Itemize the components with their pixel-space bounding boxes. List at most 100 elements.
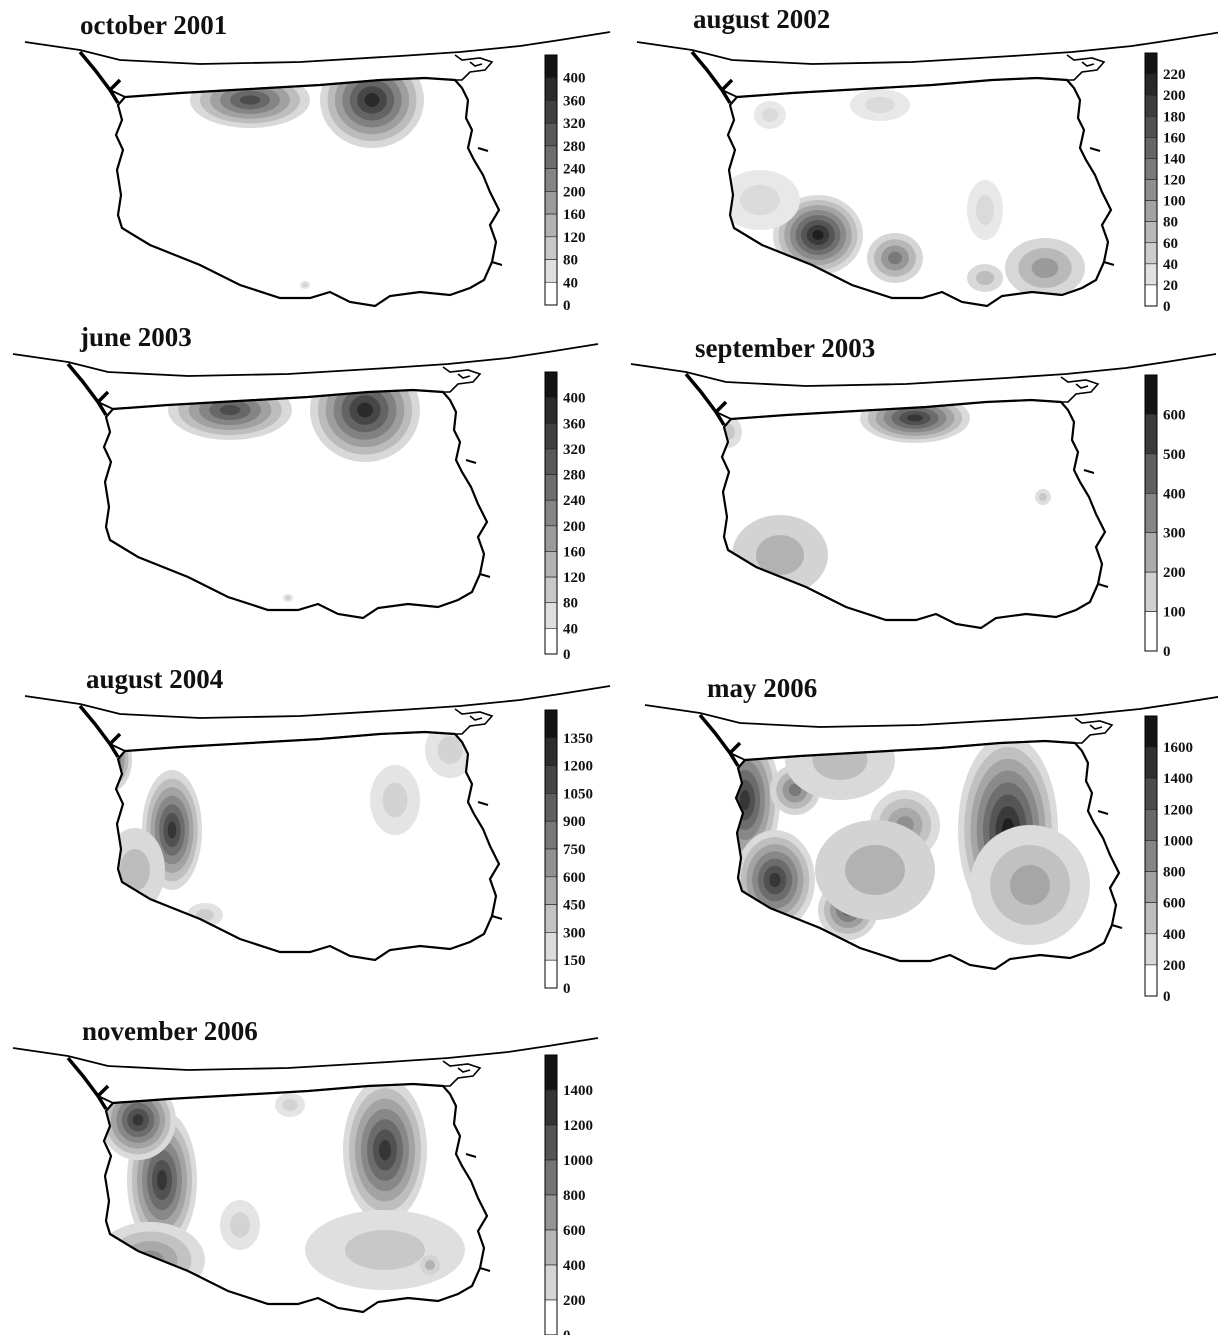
legend: 1350 1200 1050 900 750 600 450 300 150 0 bbox=[544, 709, 593, 997]
contour-fill bbox=[736, 741, 1119, 969]
river-mouth bbox=[1083, 469, 1095, 474]
legend-frame bbox=[544, 1054, 558, 1335]
legend-tick-label: 300 bbox=[1163, 526, 1186, 542]
legend-frame bbox=[1144, 52, 1158, 307]
legend-tick-label: 40 bbox=[563, 621, 578, 637]
legend-tick-label: 500 bbox=[1163, 447, 1186, 463]
legend-tick-label: 200 bbox=[563, 519, 586, 535]
eastern-inlet bbox=[1066, 54, 1106, 81]
contour-band bbox=[1010, 865, 1050, 905]
contour-fill bbox=[104, 1084, 487, 1312]
river-mouth bbox=[1103, 261, 1115, 266]
outer-shoreline bbox=[644, 696, 1218, 728]
legend-tick-label: 600 bbox=[563, 1223, 586, 1239]
legend-tick-label: 120 bbox=[1163, 173, 1186, 189]
legend-band bbox=[544, 1264, 558, 1301]
legend-tick-label: 320 bbox=[563, 442, 586, 458]
contour-band bbox=[132, 1114, 144, 1126]
legend-tick-label: 240 bbox=[563, 162, 586, 178]
contour-fill bbox=[728, 78, 1111, 306]
western-spit bbox=[66, 362, 110, 416]
barrier-line bbox=[109, 77, 456, 98]
legend-tick-label: 160 bbox=[563, 544, 586, 560]
legend-tick-label: 320 bbox=[563, 116, 586, 132]
contour-band bbox=[382, 782, 408, 818]
legend-tick-label: 200 bbox=[1163, 565, 1186, 581]
legend-band bbox=[544, 1194, 558, 1231]
legend-tick-label: 1400 bbox=[563, 1083, 593, 1099]
outer-shoreline bbox=[24, 685, 611, 719]
contour-band bbox=[379, 1139, 391, 1161]
legend-tick-label: 0 bbox=[563, 298, 571, 314]
river-mouth bbox=[465, 1153, 477, 1158]
contour-band bbox=[756, 535, 804, 575]
contour-band bbox=[788, 783, 802, 797]
legend-tick-label: 1050 bbox=[563, 786, 593, 802]
western-spit bbox=[78, 50, 122, 104]
barrier-line bbox=[109, 731, 456, 752]
legend-tick-label: 0 bbox=[563, 647, 571, 663]
legend-frame bbox=[544, 709, 558, 989]
river-mouth bbox=[491, 915, 503, 920]
legend-band bbox=[544, 1089, 558, 1126]
panel-title: november 2006 bbox=[82, 1016, 258, 1046]
river-mouth bbox=[1097, 583, 1109, 588]
panel-title: august 2002 bbox=[693, 4, 831, 34]
legend-tick-label: 1350 bbox=[563, 731, 593, 747]
contour-band bbox=[437, 736, 463, 764]
contour-band bbox=[762, 108, 778, 122]
outer-shoreline bbox=[636, 31, 1218, 65]
legend-tick-label: 0 bbox=[1163, 989, 1171, 1005]
legend-tick-label: 160 bbox=[1163, 130, 1186, 146]
legend-tick-label: 600 bbox=[1163, 407, 1186, 423]
legend-tick-label: 240 bbox=[563, 493, 586, 509]
barrier-line bbox=[729, 740, 1076, 761]
outer-shoreline bbox=[12, 343, 599, 377]
legend-tick-label: 150 bbox=[563, 953, 586, 969]
legend-tick-label: 280 bbox=[563, 139, 586, 155]
eastern-inlet bbox=[442, 1060, 482, 1087]
contour-band bbox=[976, 195, 994, 225]
contour-band bbox=[230, 1212, 250, 1238]
legend: 600 500 400 300 200 100 0 bbox=[1144, 374, 1186, 660]
contour-band bbox=[157, 1170, 167, 1190]
legend-band bbox=[544, 1299, 558, 1335]
contour-band bbox=[888, 251, 902, 265]
contour-band bbox=[120, 849, 150, 891]
legend-tick-label: 200 bbox=[563, 1293, 586, 1309]
legend-tick-label: 400 bbox=[563, 1258, 586, 1274]
legend-tick-label: 750 bbox=[563, 842, 586, 858]
legend-tick-label: 300 bbox=[563, 925, 586, 941]
contour-band bbox=[219, 405, 241, 415]
contour-band bbox=[907, 414, 923, 422]
barrier-line bbox=[97, 1083, 444, 1104]
river-mouth bbox=[465, 459, 477, 464]
legend-tick-label: 160 bbox=[563, 207, 586, 223]
outer-shoreline bbox=[12, 1037, 599, 1071]
contour-band bbox=[167, 821, 177, 839]
river-mouth bbox=[1089, 147, 1101, 152]
barrier-line bbox=[97, 389, 444, 410]
legend-tick-label: 1600 bbox=[1163, 740, 1193, 756]
contour-band bbox=[1039, 493, 1047, 501]
contour-band bbox=[865, 97, 895, 113]
western-spit bbox=[698, 713, 742, 767]
legend-tick-label: 0 bbox=[1163, 299, 1171, 315]
legend-band bbox=[544, 1124, 558, 1161]
contour-band bbox=[845, 845, 905, 895]
eastern-inlet bbox=[1074, 717, 1114, 744]
river-mouth bbox=[491, 261, 503, 266]
panel-title: june 2003 bbox=[80, 322, 192, 352]
river-mouth bbox=[479, 573, 491, 578]
contour-band bbox=[425, 1260, 435, 1270]
legend-tick-label: 80 bbox=[563, 596, 578, 612]
panel-title: october 2001 bbox=[80, 10, 228, 40]
legend: 1600 1400 1200 1000 800 600 400 200 0 bbox=[1144, 715, 1193, 1005]
legend-tick-label: 200 bbox=[1163, 88, 1186, 104]
contour-band bbox=[282, 1099, 298, 1111]
eastern-inlet bbox=[454, 708, 494, 735]
legend-tick-label: 1400 bbox=[1163, 771, 1193, 787]
